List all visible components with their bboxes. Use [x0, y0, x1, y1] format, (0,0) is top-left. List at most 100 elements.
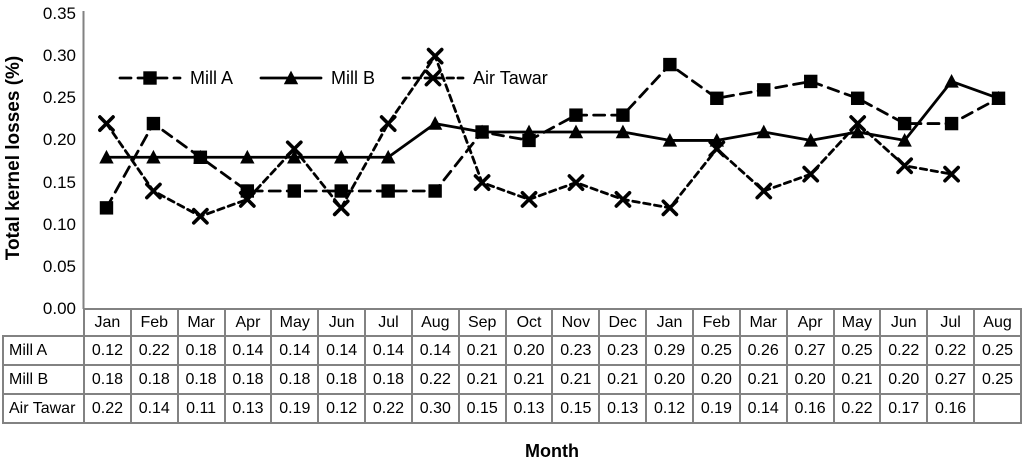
- marker-x: [238, 191, 256, 208]
- marker-x: [661, 199, 679, 217]
- value-cell: 0.19: [270, 393, 320, 424]
- y-tick-label: 0.20: [42, 130, 76, 150]
- value-cell: 0.21: [551, 364, 601, 395]
- marker-triangle: [240, 149, 255, 164]
- value-cell: 0.14: [129, 393, 179, 424]
- marker-square: [897, 116, 912, 131]
- y-tick-label: 0.05: [42, 256, 76, 276]
- value-cell: 0.16: [785, 393, 835, 424]
- value-cell: 0.22: [926, 335, 976, 366]
- marker-x: [98, 115, 115, 132]
- marker-x: [379, 115, 397, 132]
- marker-square: [143, 71, 157, 85]
- value-cell: 0.25: [832, 335, 882, 366]
- marker-x: [424, 69, 442, 87]
- value-cell: 0.21: [832, 364, 882, 395]
- marker-square: [428, 184, 442, 198]
- value-cell: 0.22: [83, 393, 132, 424]
- value-cell: 0.15: [551, 393, 601, 424]
- legend-label: Mill A: [190, 67, 234, 88]
- value-cell: 0.18: [83, 364, 132, 395]
- month-header-cell: Jan: [645, 308, 694, 337]
- month-header-cell: Feb: [129, 308, 179, 337]
- marker-square: [991, 91, 1006, 105]
- marker-square: [569, 108, 583, 122]
- value-cell: 0.25: [973, 335, 1022, 366]
- value-cell: 0.18: [223, 364, 273, 395]
- value-cell: 0.27: [926, 364, 976, 395]
- value-cell: 0.20: [879, 364, 929, 395]
- value-cell: 0.14: [270, 335, 320, 366]
- marker-x: [473, 174, 491, 191]
- marker-square: [616, 108, 630, 122]
- value-cell: 0.18: [270, 364, 320, 395]
- x-axis-title: Month: [525, 441, 579, 461]
- value-cell: 0.21: [504, 364, 554, 395]
- legend-item-mill-a: Mill A: [118, 63, 233, 93]
- month-header-cell: Apr: [223, 308, 273, 337]
- month-header-cell: Sep: [457, 308, 507, 337]
- value-cell: 0.18: [176, 364, 226, 395]
- value-cell: 0.13: [504, 393, 554, 424]
- marker-x: [755, 182, 773, 200]
- month-header-cell: Mar: [738, 308, 788, 337]
- data-table: Jan Feb Mar Apr May Jun Jul Aug Sep Oct Nov Dec Jan F…: [2, 308, 1022, 424]
- month-header-cell: Aug: [410, 308, 460, 337]
- marker-x: [426, 47, 444, 65]
- value-cell: [973, 393, 1022, 424]
- marker-x: [943, 165, 960, 183]
- marker-triangle: [944, 74, 959, 88]
- marker-square: [757, 83, 771, 97]
- month-header-cell: Jan: [83, 308, 132, 337]
- value-cell: 0.11: [176, 393, 226, 424]
- legend-item-mill-b: Mill B: [259, 63, 375, 93]
- marker-triangle: [334, 149, 349, 164]
- marker-triangle: [287, 149, 302, 164]
- y-tick-label: 0.30: [42, 46, 76, 66]
- value-cell: 0.22: [832, 393, 882, 424]
- marker-square: [850, 91, 865, 105]
- value-cell: 0.26: [738, 335, 788, 366]
- value-cell: 0.16: [926, 393, 976, 424]
- marker-triangle: [568, 124, 584, 139]
- legend-label: Air Tawar: [473, 67, 548, 88]
- legend-triangle-marker-icon: [259, 70, 323, 85]
- value-cell: 0.17: [879, 393, 929, 424]
- value-cell: 0.25: [973, 364, 1022, 395]
- marker-triangle: [803, 133, 818, 147]
- value-cell: 0.14: [364, 335, 413, 366]
- value-cell: 0.13: [223, 393, 273, 424]
- marker-triangle: [427, 116, 443, 130]
- value-cell: 0.18: [176, 335, 226, 366]
- legend-x-marker-icon: [401, 69, 465, 87]
- value-cell: 0.30: [410, 393, 460, 424]
- value-cell: 0.18: [129, 364, 179, 395]
- y-tick-label: 0.00: [42, 299, 76, 318]
- value-cell: 0.20: [645, 364, 694, 395]
- value-cell: 0.20: [785, 364, 835, 395]
- marker-triangle: [615, 124, 631, 139]
- marker-triangle: [283, 70, 299, 85]
- table-row: Mill B 0.18 0.18 0.18 0.18 0.18 0.18 0.18 0.22 0.…: [2, 364, 1022, 395]
- value-cell: 0.12: [317, 393, 367, 424]
- value-cell: 0.12: [645, 393, 694, 424]
- value-cell: 0.20: [691, 364, 741, 395]
- marker-x: [802, 165, 820, 183]
- value-cell: 0.14: [223, 335, 273, 366]
- marker-triangle: [662, 133, 678, 147]
- marker-x: [191, 207, 209, 225]
- table-row: Air Tawar 0.22 0.14 0.11 0.13 0.19 0.12 0.22 0.3…: [2, 393, 1022, 424]
- marker-square: [804, 74, 818, 89]
- y-tick-label: 0.10: [42, 214, 76, 234]
- value-cell: 0.27: [785, 335, 835, 366]
- value-cell: 0.25: [691, 335, 741, 366]
- value-cell: 0.21: [598, 364, 648, 395]
- month-header-cell: May: [270, 308, 320, 337]
- table-corner-cell: [3, 309, 84, 336]
- marker-x: [145, 182, 162, 200]
- value-cell: 0.14: [317, 335, 367, 366]
- marker-square: [193, 150, 208, 164]
- marker-triangle: [850, 124, 865, 139]
- month-header-cell: Dec: [598, 308, 648, 337]
- marker-square: [381, 184, 395, 198]
